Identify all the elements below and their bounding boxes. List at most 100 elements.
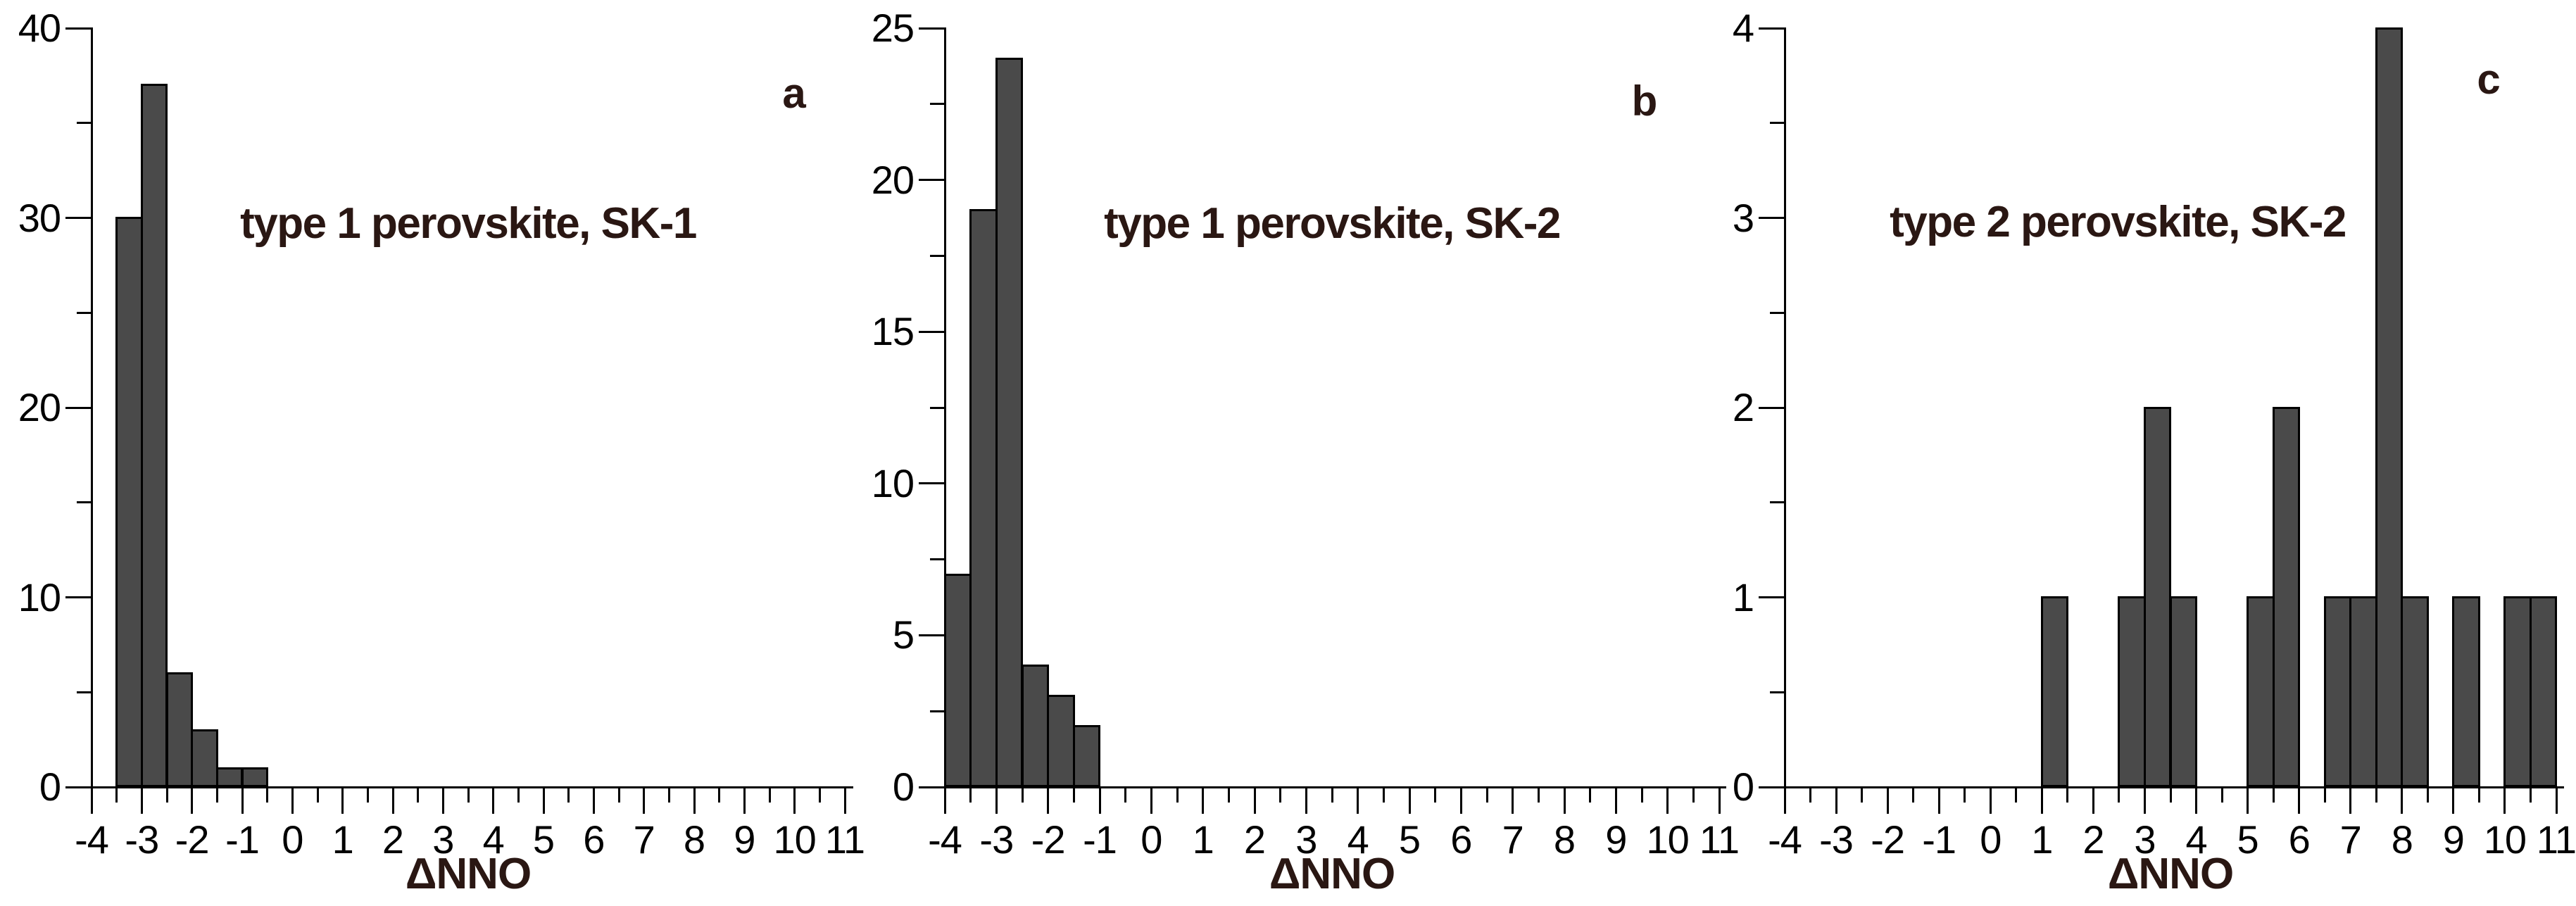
x-minor-tick (366, 788, 369, 803)
y-tick-label: 30 (18, 195, 61, 240)
x-major-tick (90, 788, 93, 814)
x-tick-label: 8 (683, 817, 705, 862)
x-major-tick (1305, 788, 1307, 814)
x-major-tick (441, 788, 444, 814)
x-major-tick (2401, 788, 2404, 814)
histogram-bar (2323, 596, 2352, 787)
x-minor-tick (1227, 788, 1230, 803)
y-minor-tick (929, 710, 944, 712)
x-major-tick (140, 788, 143, 814)
x-minor-tick (1331, 788, 1333, 803)
y-major-tick (1758, 786, 1784, 788)
x-minor-tick (2118, 788, 2121, 803)
y-major-tick (918, 786, 944, 788)
x-minor-tick (2272, 788, 2275, 803)
x-minor-tick (1912, 788, 1915, 803)
y-minor-tick (76, 691, 91, 693)
x-tick-label: 10 (773, 817, 817, 862)
histogram-bar (2118, 596, 2146, 787)
y-minor-tick (1769, 501, 1784, 504)
y-tick-label: 0 (1732, 765, 1754, 809)
y-minor-tick (1769, 691, 1784, 693)
x-tick-label: -2 (175, 817, 210, 862)
y-major-tick (65, 217, 91, 219)
x-minor-tick (2220, 788, 2223, 803)
histogram-bar (2272, 406, 2301, 787)
x-minor-tick (2169, 788, 2172, 803)
x-minor-tick (2375, 788, 2377, 803)
x-minor-tick (1589, 788, 1592, 803)
y-tick-label: 10 (871, 460, 915, 505)
x-major-tick (2452, 788, 2455, 814)
x-minor-tick (1124, 788, 1127, 803)
histogram-bar (191, 729, 218, 787)
y-tick-label: 40 (18, 6, 61, 50)
panel-c-letter: c (2477, 56, 2501, 103)
x-tick-label: 0 (1141, 817, 1162, 862)
x-major-tick (2349, 788, 2352, 814)
y-tick-label: 2 (1732, 385, 1754, 429)
x-minor-tick (1485, 788, 1488, 803)
histogram-bar (2143, 406, 2172, 787)
x-major-tick (2555, 788, 2558, 814)
x-tick-label: -4 (928, 817, 962, 862)
x-minor-tick (1434, 788, 1437, 803)
x-tick-label: 4 (2185, 817, 2207, 862)
y-tick-label: 20 (871, 157, 915, 202)
y-tick-label: 25 (871, 6, 915, 50)
x-tick-label: -1 (1083, 817, 1117, 862)
x-tick-label: 7 (1502, 817, 1524, 862)
x-tick-label: 5 (1398, 817, 1421, 862)
x-minor-tick (1964, 788, 1966, 803)
panel-b-title: type 1 perovskite, SK-2 (1104, 199, 1561, 248)
y-major-tick (65, 596, 91, 598)
x-minor-tick (768, 788, 771, 803)
y-tick-label: 10 (18, 574, 61, 619)
x-tick-label: 9 (2442, 817, 2465, 862)
panel-a-x-axis-label: ΔNNO (405, 850, 532, 898)
x-tick-label: -1 (1922, 817, 1956, 862)
x-major-tick (643, 788, 646, 814)
histogram-bar (2349, 596, 2377, 787)
x-axis-line (1783, 786, 2564, 788)
histogram-bar (241, 767, 269, 787)
x-tick-label: 7 (2339, 817, 2362, 862)
histogram-bar (140, 84, 168, 787)
x-major-tick (2040, 788, 2043, 814)
x-major-tick (341, 788, 344, 814)
panel-a-title: type 1 perovskite, SK-1 (240, 199, 697, 248)
x-minor-tick (1861, 788, 1864, 803)
x-tick-label: 2 (2082, 817, 2104, 862)
panel-c-title: type 2 perovskite, SK-2 (1890, 198, 2346, 246)
x-minor-tick (567, 788, 570, 803)
x-major-tick (1047, 788, 1050, 814)
x-major-tick (391, 788, 394, 814)
histogram-bar (2401, 596, 2429, 787)
x-tick-label: 5 (532, 817, 555, 862)
y-tick-label: 4 (1732, 6, 1754, 50)
x-tick-label: 1 (1192, 817, 1214, 862)
x-major-tick (2195, 788, 2198, 814)
x-major-tick (542, 788, 545, 814)
x-major-tick (1253, 788, 1256, 814)
x-major-tick (2247, 788, 2249, 814)
y-minor-tick (929, 558, 944, 561)
x-major-tick (743, 788, 746, 814)
y-minor-tick (76, 311, 91, 314)
x-tick-label: 4 (1347, 817, 1369, 862)
histogram-bar (2169, 596, 2198, 787)
x-minor-tick (1537, 788, 1540, 803)
x-major-tick (1563, 788, 1566, 814)
x-major-tick (1150, 788, 1152, 814)
histogram-bar (2529, 596, 2558, 787)
x-tick-label: 10 (2483, 817, 2527, 862)
x-major-tick (291, 788, 294, 814)
x-tick-label: 11 (1699, 817, 1740, 862)
y-tick-label: 0 (892, 765, 915, 809)
x-major-tick (1666, 788, 1669, 814)
x-minor-tick (1176, 788, 1179, 803)
x-tick-label: 2 (1243, 817, 1266, 862)
x-minor-tick (617, 788, 620, 803)
x-minor-tick (266, 788, 269, 803)
x-minor-tick (115, 788, 118, 803)
